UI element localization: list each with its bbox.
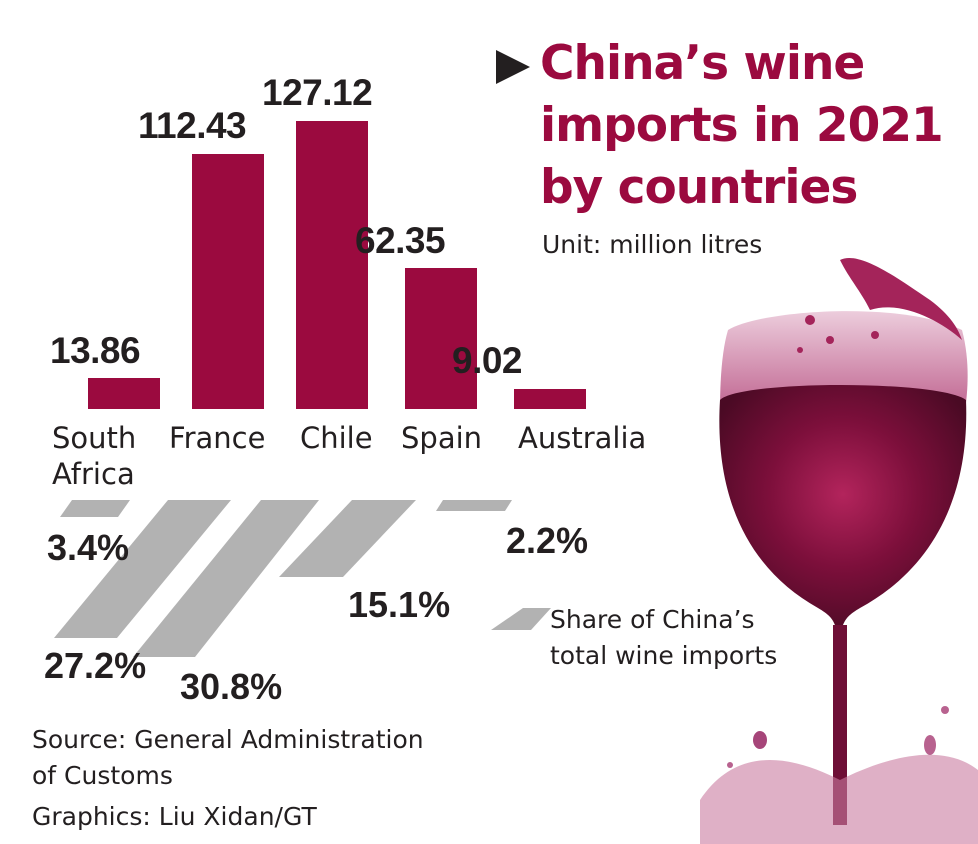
title-line-3: by countries: [540, 160, 858, 215]
share-shape-south-africa: [60, 500, 130, 517]
source-line-2: of Customs: [32, 761, 173, 790]
share-shape-chile: [133, 500, 319, 657]
legend-line-1: Share of China’s: [550, 605, 755, 634]
share-label-chile: 30.8%: [180, 666, 283, 707]
category-label-france: France: [169, 421, 266, 455]
bar-spain: [405, 268, 477, 409]
category-line-1: South: [52, 421, 137, 455]
value-label-chile: 127.12: [262, 72, 373, 113]
bar-chile: [296, 121, 368, 409]
category-label-australia: Australia: [518, 421, 647, 455]
share-shape-australia: [436, 500, 512, 511]
value-label-south-africa: 13.86: [50, 330, 141, 371]
share-label-france: 27.2%: [44, 645, 147, 686]
legend-swatch: [491, 608, 551, 630]
title-line-2: imports in 2021: [540, 98, 944, 153]
share-label-south-africa: 3.4%: [47, 527, 130, 568]
bar-australia: [514, 389, 586, 409]
legend-line-2: total wine imports: [550, 641, 778, 670]
chart-title: China’s wine imports in 2021 by countrie…: [540, 33, 960, 219]
source-note: Source: General Administration of Custom…: [32, 722, 424, 794]
share-label-australia: 2.2%: [506, 520, 589, 561]
unit-label: Unit: million litres: [542, 230, 763, 259]
category-label-chile: Chile: [300, 421, 373, 455]
value-label-france: 112.43: [138, 105, 247, 146]
category-label-south-africa: South Africa: [52, 420, 136, 492]
share-shape-france: [54, 500, 231, 638]
share-shape-spain: [279, 500, 416, 577]
category-label-spain: Spain: [401, 421, 483, 455]
bar-france: [192, 154, 264, 409]
category-line-2: Africa: [52, 457, 135, 491]
wine-glass-illustration: [700, 258, 978, 844]
title-line-1: China’s wine: [540, 36, 865, 91]
value-label-australia: 9.02: [452, 340, 523, 381]
graphics-credit: Graphics: Liu Xidan/GT: [32, 802, 317, 831]
value-label-spain: 62.35: [355, 220, 446, 261]
share-label-spain: 15.1%: [348, 584, 451, 625]
source-line-1: Source: General Administration: [32, 725, 424, 754]
legend-label: Share of China’s total wine imports: [550, 602, 777, 674]
bar-south-africa: [88, 378, 160, 409]
title-arrow-icon: [496, 50, 530, 84]
